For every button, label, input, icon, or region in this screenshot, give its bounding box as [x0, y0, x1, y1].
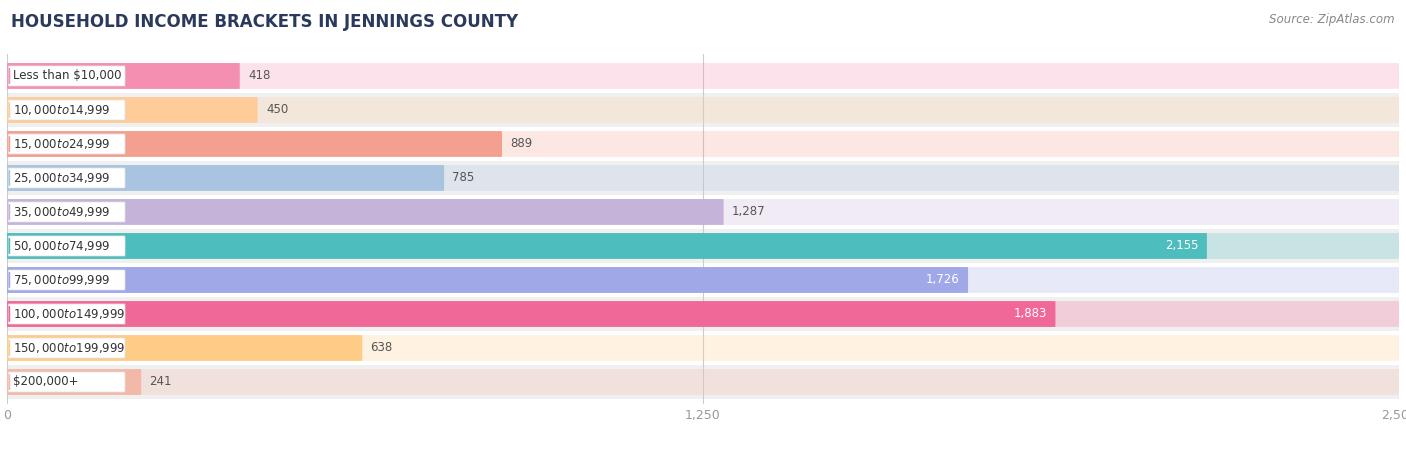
- Text: 889: 889: [510, 137, 533, 150]
- FancyBboxPatch shape: [7, 165, 444, 191]
- Text: 1,883: 1,883: [1014, 308, 1047, 321]
- FancyBboxPatch shape: [0, 93, 1406, 127]
- FancyBboxPatch shape: [7, 97, 257, 123]
- FancyBboxPatch shape: [7, 335, 363, 361]
- FancyBboxPatch shape: [7, 131, 1399, 157]
- FancyBboxPatch shape: [8, 100, 125, 120]
- Text: 638: 638: [371, 342, 392, 355]
- FancyBboxPatch shape: [7, 199, 724, 225]
- FancyBboxPatch shape: [7, 233, 1399, 259]
- FancyBboxPatch shape: [7, 165, 1399, 191]
- FancyBboxPatch shape: [0, 331, 1406, 365]
- FancyBboxPatch shape: [8, 304, 125, 324]
- Text: $35,000 to $49,999: $35,000 to $49,999: [13, 205, 110, 219]
- Text: 418: 418: [247, 70, 270, 83]
- FancyBboxPatch shape: [8, 202, 125, 222]
- Text: Less than $10,000: Less than $10,000: [13, 70, 121, 83]
- Text: 785: 785: [453, 172, 475, 185]
- Text: $100,000 to $149,999: $100,000 to $149,999: [13, 307, 125, 321]
- FancyBboxPatch shape: [7, 97, 1399, 123]
- FancyBboxPatch shape: [7, 335, 1399, 361]
- FancyBboxPatch shape: [7, 131, 502, 157]
- Text: HOUSEHOLD INCOME BRACKETS IN JENNINGS COUNTY: HOUSEHOLD INCOME BRACKETS IN JENNINGS CO…: [11, 13, 519, 31]
- Text: $25,000 to $34,999: $25,000 to $34,999: [13, 171, 110, 185]
- Text: 1,287: 1,287: [733, 206, 766, 219]
- Text: Source: ZipAtlas.com: Source: ZipAtlas.com: [1270, 13, 1395, 26]
- FancyBboxPatch shape: [0, 229, 1406, 263]
- FancyBboxPatch shape: [7, 267, 1399, 293]
- FancyBboxPatch shape: [8, 372, 125, 392]
- FancyBboxPatch shape: [0, 195, 1406, 229]
- FancyBboxPatch shape: [7, 301, 1399, 327]
- FancyBboxPatch shape: [8, 236, 125, 256]
- FancyBboxPatch shape: [8, 270, 125, 290]
- FancyBboxPatch shape: [8, 66, 125, 86]
- FancyBboxPatch shape: [0, 161, 1406, 195]
- FancyBboxPatch shape: [0, 365, 1406, 399]
- Text: $50,000 to $74,999: $50,000 to $74,999: [13, 239, 110, 253]
- FancyBboxPatch shape: [8, 338, 125, 358]
- FancyBboxPatch shape: [7, 267, 969, 293]
- Text: 1,726: 1,726: [927, 273, 960, 286]
- FancyBboxPatch shape: [0, 59, 1406, 93]
- Text: $75,000 to $99,999: $75,000 to $99,999: [13, 273, 110, 287]
- FancyBboxPatch shape: [8, 134, 125, 154]
- FancyBboxPatch shape: [0, 297, 1406, 331]
- Text: $15,000 to $24,999: $15,000 to $24,999: [13, 137, 110, 151]
- Text: 2,155: 2,155: [1166, 239, 1198, 252]
- FancyBboxPatch shape: [7, 63, 1399, 89]
- FancyBboxPatch shape: [7, 369, 1399, 395]
- Text: 450: 450: [266, 103, 288, 116]
- FancyBboxPatch shape: [7, 301, 1056, 327]
- FancyBboxPatch shape: [7, 63, 240, 89]
- Text: $150,000 to $199,999: $150,000 to $199,999: [13, 341, 125, 355]
- FancyBboxPatch shape: [7, 369, 141, 395]
- FancyBboxPatch shape: [0, 263, 1406, 297]
- FancyBboxPatch shape: [8, 168, 125, 188]
- FancyBboxPatch shape: [7, 233, 1206, 259]
- FancyBboxPatch shape: [7, 199, 1399, 225]
- FancyBboxPatch shape: [0, 127, 1406, 161]
- Text: 241: 241: [149, 375, 172, 388]
- Text: $200,000+: $200,000+: [13, 375, 79, 388]
- Text: $10,000 to $14,999: $10,000 to $14,999: [13, 103, 110, 117]
